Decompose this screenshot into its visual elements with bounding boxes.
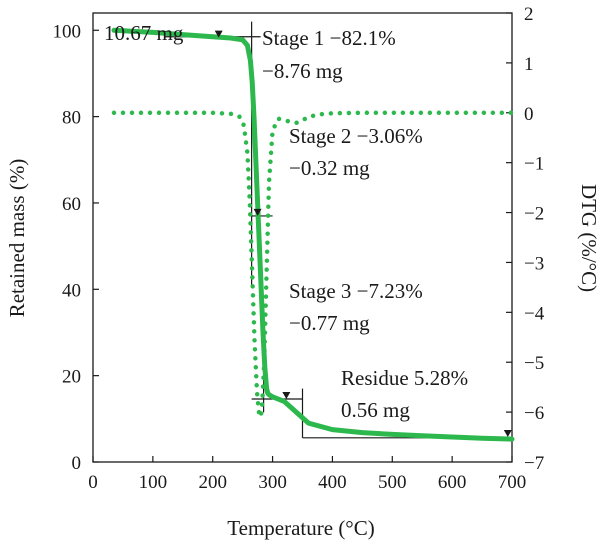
dtg-series-line: [111, 110, 515, 420]
y-tick-label: 60: [62, 194, 81, 215]
x-tick-label: 0: [88, 472, 98, 493]
stage1-percent-label: Stage 1 −82.1%: [262, 26, 396, 50]
y-tick-label: 0: [72, 453, 82, 474]
y2-tick-label: 1: [524, 54, 534, 75]
stage-marker-triangle: [503, 429, 512, 437]
stage3-mass-label: −0.77 mg: [289, 311, 370, 335]
stage1-mass-label: −8.76 mg: [262, 59, 343, 83]
residue-percent-label: Residue 5.28%: [341, 366, 468, 390]
y2-tick-label: −2: [524, 204, 544, 225]
y2-tick-label: −7: [524, 453, 544, 474]
x-tick-label: 100: [139, 472, 168, 493]
y2-tick-label: −1: [524, 154, 544, 175]
y-axis-title: Retained mass (%): [5, 159, 29, 318]
y-tick-label: 80: [62, 108, 81, 129]
y-tick-label: 40: [62, 280, 81, 301]
residue-mass-label: 0.56 mg: [341, 398, 410, 422]
x-tick-label: 200: [198, 472, 227, 493]
y-tick-label: 20: [62, 367, 81, 388]
x-axis-title: Temperature (°C): [227, 516, 374, 540]
left-y-axis-ticks: 0 20 40 60 80 100: [53, 21, 99, 474]
y2-tick-label: −4: [524, 303, 545, 324]
x-tick-label: 600: [438, 472, 467, 493]
stage-marker-triangle: [253, 208, 262, 216]
y2-tick-label: −5: [524, 353, 544, 374]
x-tick-label: 700: [498, 472, 527, 493]
stage2-percent-label: Stage 2 −3.06%: [289, 124, 423, 148]
initial-mass-label: 10.67 mg: [104, 21, 184, 45]
y2-tick-label: −6: [524, 403, 544, 424]
marker-layer: [214, 30, 512, 437]
y2-tick-label: 2: [524, 4, 534, 25]
series-layer: [111, 27, 515, 442]
y2-tick-label: 0: [524, 104, 534, 125]
x-tick-label: 300: [258, 472, 287, 493]
y2-tick-label: −3: [524, 253, 544, 274]
x-axis-ticks: 0 100 200 300 400 500 600 700: [88, 456, 526, 493]
stage-marker-triangle: [214, 30, 223, 38]
plot-border: [92, 12, 513, 463]
y-tick-label: 100: [53, 21, 82, 42]
stage-marker-triangle: [282, 391, 291, 399]
stage2-mass-label: −0.32 mg: [289, 156, 370, 180]
x-tick-label: 500: [378, 472, 407, 493]
y2-axis-title: DTG (%/°C): [577, 184, 600, 292]
x-tick-label: 400: [318, 472, 347, 493]
right-y-axis-ticks: 2 1 0 −1 −2 −3 −4 −5 −6 −7: [506, 4, 545, 474]
plot-frame: [92, 12, 513, 463]
stage3-percent-label: Stage 3 −7.23%: [289, 279, 423, 303]
